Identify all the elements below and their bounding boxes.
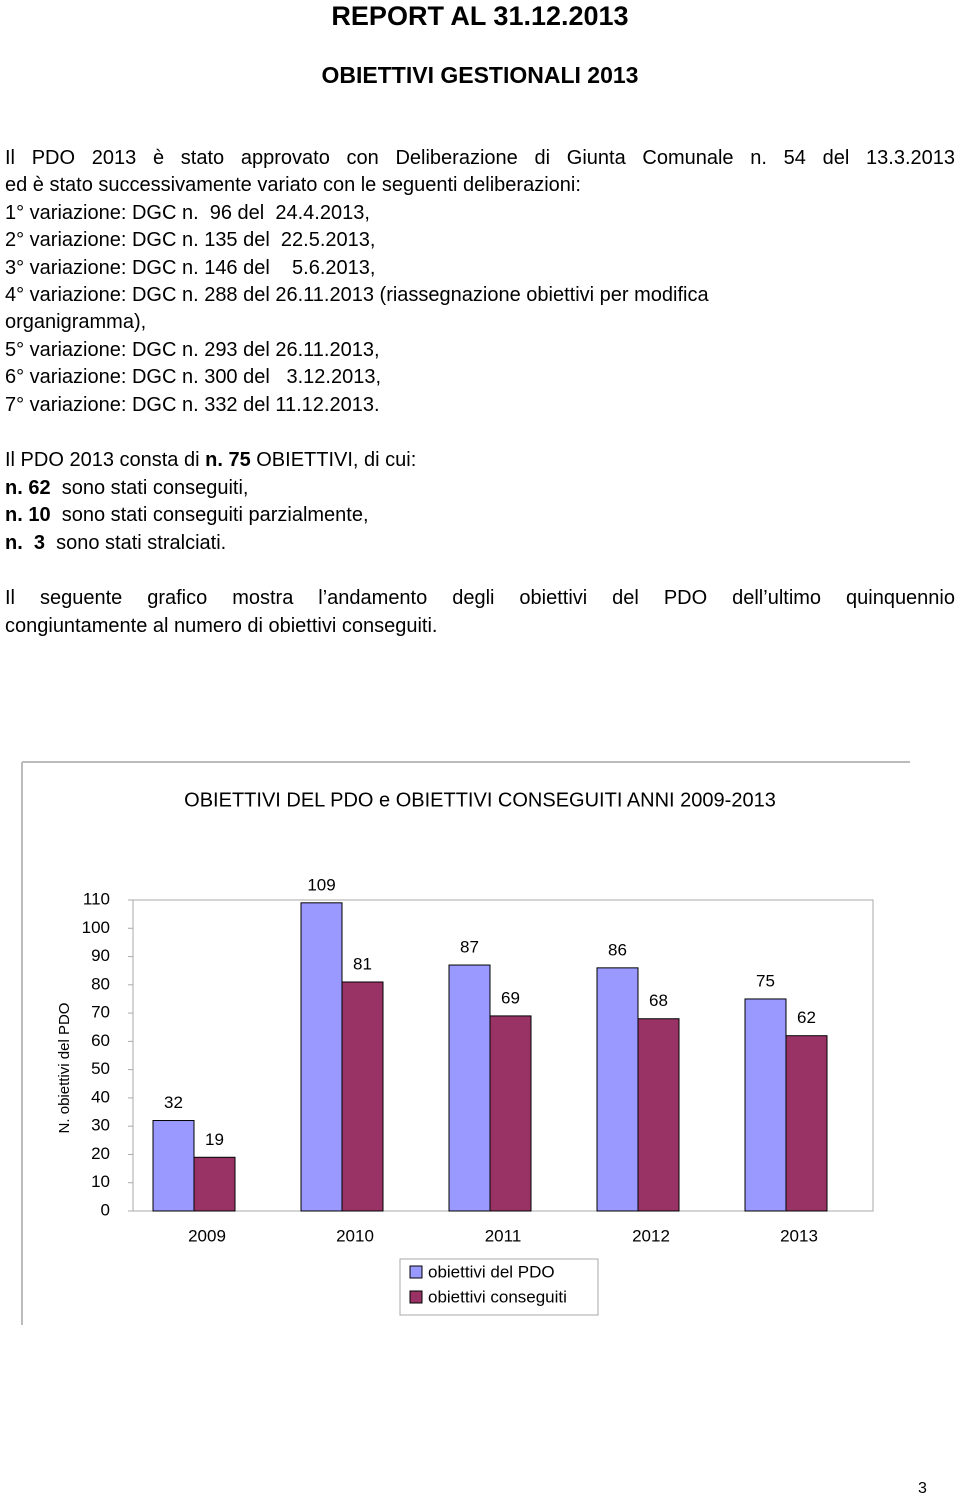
x-tick-label: 2012 <box>632 1226 670 1245</box>
data-label: 109 <box>307 875 335 894</box>
subtitle: OBIETTIVI GESTIONALI 2013 <box>321 62 639 88</box>
legend-swatch <box>409 1290 423 1304</box>
bar <box>300 902 343 1212</box>
y-tick-label: 60 <box>91 1031 110 1050</box>
summary-line: n. 62 sono stati conseguiti, <box>5 476 248 500</box>
legend-label: obiettivi conseguiti <box>428 1287 567 1306</box>
y-tick-label: 40 <box>91 1087 110 1106</box>
text-line: 2° variazione: DGC n. 135 del 22.5.2013, <box>5 229 376 252</box>
data-label: 81 <box>353 954 372 973</box>
bar <box>341 981 384 1212</box>
text-line: 5° variazione: DGC n. 293 del 26.11.2013… <box>5 338 380 361</box>
data-label: 87 <box>460 938 479 957</box>
text-line: 4° variazione: DGC n. 288 del 26.11.2013… <box>5 284 709 306</box>
bold-text: n. 3 <box>5 531 46 554</box>
text: sono stati stralciati. <box>45 531 227 554</box>
y-tick-label: 0 <box>101 1200 110 1219</box>
data-label: 86 <box>608 940 627 959</box>
text-line: ed è stato successivamente variato con l… <box>5 174 581 197</box>
text-line: congiuntamente al numero di obiettivi co… <box>5 615 438 637</box>
text-line: 7° variazione: DGC n. 332 del 11.12.2013… <box>5 393 380 416</box>
bar <box>448 964 491 1212</box>
text: Il PDO 2013 consta di <box>5 449 206 471</box>
x-tick-label: 2009 <box>188 1226 226 1245</box>
summary-line: Il PDO 2013 consta di n. 75 OBIETTIVI, d… <box>5 448 416 472</box>
text: sono stati conseguiti, <box>50 476 249 499</box>
bar <box>637 1018 680 1212</box>
page-number: 3 <box>918 1480 927 1497</box>
chart: OBIETTIVI DEL PDO e OBIETTIVI CONSEGUITI… <box>21 761 910 1325</box>
data-label: 75 <box>756 971 775 990</box>
y-axis-label: N. obiettivi del PDO <box>56 1003 73 1134</box>
summary-line: n. 3 sono stati stralciati. <box>5 531 226 555</box>
bar <box>152 1120 195 1212</box>
legend <box>399 1258 599 1316</box>
x-tick-label: 2013 <box>780 1226 818 1245</box>
y-tick-label: 100 <box>82 918 110 937</box>
bar <box>596 967 639 1212</box>
legend-swatch <box>409 1265 423 1279</box>
y-tick-label: 20 <box>91 1144 110 1163</box>
text-line: 1° variazione: DGC n. 96 del 24.4.2013, <box>5 201 370 224</box>
text-line: Il PDO 2013 è stato approvato con Delibe… <box>5 147 955 169</box>
text-line: Il seguente grafico mostra l’andamento d… <box>5 587 955 609</box>
x-tick-label: 2010 <box>336 1226 374 1245</box>
bar <box>193 1156 236 1212</box>
y-tick-label: 50 <box>91 1059 110 1078</box>
chart-title: OBIETTIVI DEL PDO e OBIETTIVI CONSEGUITI… <box>184 789 776 811</box>
bar <box>489 1015 532 1212</box>
text: OBIETTIVI, di cui: <box>250 449 417 471</box>
y-tick-label: 30 <box>91 1116 110 1135</box>
bar <box>744 998 787 1212</box>
data-label: 68 <box>649 991 668 1010</box>
bold-text: n. 62 <box>5 476 51 499</box>
text-line: 6° variazione: DGC n. 300 del 3.12.2013, <box>5 366 382 389</box>
y-tick-label: 10 <box>91 1172 110 1191</box>
text: sono stati conseguiti parzialmente, <box>50 504 369 526</box>
data-label: 69 <box>501 988 520 1007</box>
bold-text: n. 75 <box>205 449 251 471</box>
data-label: 32 <box>164 1093 183 1112</box>
y-tick-label: 110 <box>83 889 110 908</box>
bar <box>785 1035 828 1212</box>
text-line: 3° variazione: DGC n. 146 del 5.6.2013, <box>5 256 376 279</box>
text-line: organigramma), <box>5 311 147 334</box>
title: REPORT AL 31.12.2013 <box>331 1 629 31</box>
y-tick-label: 80 <box>91 974 110 993</box>
y-tick-label: 70 <box>91 1003 110 1022</box>
bold-text: n. 10 <box>5 504 51 526</box>
data-label: 62 <box>797 1008 816 1027</box>
x-tick-label: 2011 <box>485 1226 522 1245</box>
y-tick-label: 90 <box>91 946 110 965</box>
data-label: 19 <box>205 1130 224 1149</box>
summary-line: n. 10 sono stati conseguiti parzialmente… <box>5 503 369 527</box>
legend-label: obiettivi del PDO <box>428 1262 555 1281</box>
